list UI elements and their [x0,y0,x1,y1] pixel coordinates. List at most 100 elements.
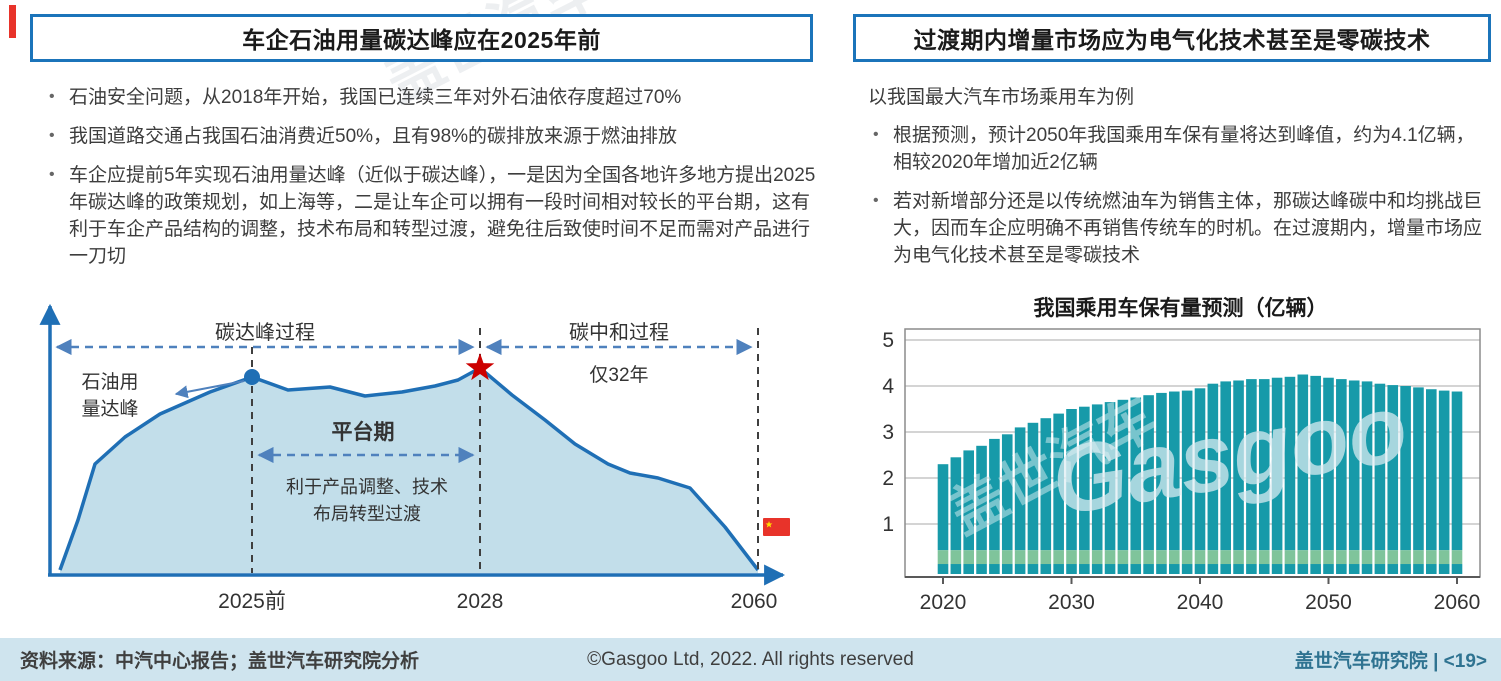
x-tick-label: 2030 [1048,591,1095,614]
bar-segment-bottom [1001,564,1013,574]
x-tick-label: 2020 [920,591,967,614]
bar-segment-base [989,550,1000,565]
bar-segment-base [1181,550,1193,565]
bar-segment-base [1194,550,1206,565]
bar-segment-top [1220,381,1231,551]
y-tick-label: 2 [882,467,894,490]
bar-segment-top [1040,418,1052,551]
bar-segment-bottom [976,564,987,574]
footer-org-page: 盖世汽车研究院 | <19> [1294,651,1487,672]
bar-segment-bottom [1374,564,1386,574]
bar-segment-base [1040,550,1052,565]
bar-segment-bottom [1413,564,1424,574]
bar-segment-bottom [1258,564,1270,574]
bar-segment-base [1361,550,1373,565]
bar-segment-top [1053,413,1064,551]
right-panel-title-box: 过渡期内增量市场应为电气化技术甚至是零碳技术 [853,14,1491,62]
bar-segment-top [1400,386,1411,551]
y-tick-label: 4 [882,375,894,398]
bar-segment-base [1336,550,1347,565]
bullet-item: 我国道路交通占我国石油消费近50%，且有98%的碳排放来源于燃油排放 [42,122,820,150]
bar-segment-base [1426,550,1437,565]
bar-segment-bottom [1233,564,1244,574]
right-intro-line: 以我国最大汽车市场乘用车为例 [868,87,1135,108]
peak-dot-icon [244,369,260,385]
label-plateau-note-1: 利于产品调整、技术 [286,477,448,497]
bar-segment-bottom [1066,564,1077,574]
bar-segment-top [1169,391,1180,551]
bar-segment-base [1117,550,1129,565]
bar-segment-base [1413,550,1424,565]
bar-segment-top [1156,392,1167,551]
bar-segment-bottom [1014,564,1026,574]
bars [937,374,1463,574]
left-panel-title-box: 车企石油用量碳达峰应在2025年前 [30,14,813,62]
bar-segment-base [1169,550,1180,565]
bar-segment-top [1271,377,1283,551]
bar-segment-base [1156,550,1167,565]
bar-segment-bottom [1348,564,1360,574]
bar-segment-top [1413,387,1424,551]
bar-segment-base [1400,550,1411,565]
bar-segment-top [1246,379,1257,551]
right-text-block: 以我国最大汽车市场乘用车为例 根据预测，预计2050年我国乘用车保有量将达到峰值… [866,84,1492,281]
bar-segment-top [1438,390,1450,551]
bar-segment-base [1323,550,1334,565]
bar-segment-top [1130,397,1142,551]
bar-segment-bottom [937,564,949,574]
label-carbon-peak-process: 碳达峰过程 [215,321,315,344]
bar-segment-top [1336,379,1347,551]
bar-segment-base [937,550,949,565]
bar-segment-top [1104,402,1116,551]
bar-segment-base [1220,550,1231,565]
bar-segment-base [1451,550,1463,565]
bar-segment-top [963,450,974,551]
bar-segment-bottom [1400,564,1411,574]
bar-segment-base [1104,550,1116,565]
footer-copyright: ©Gasgoo Ltd, 2022. All rights reserved [587,648,914,670]
bar-segment-top [1361,381,1373,551]
bar-segment-base [1207,550,1219,565]
bar-segment-bottom [1207,564,1219,574]
y-tick-label: 3 [882,421,894,444]
bar-segment-bottom [1271,564,1283,574]
bar-segment-bottom [1323,564,1334,574]
bar-segment-bottom [963,564,974,574]
label-oil-peak-line1: 石油用 [81,371,138,393]
bar-segment-base [1438,550,1450,565]
bar-segment-top [1258,379,1270,551]
bar-segment-bottom [1336,564,1347,574]
oil-usage-diagram: 碳达峰过程 碳中和过程 仅32年 石油用 量达峰 平台期 利于产品调整、技术 布… [39,303,790,613]
bar-segment-base [1271,550,1283,565]
bar-segment-base [1079,550,1090,565]
x-tick-2028: 2028 [457,590,504,613]
bar-segment-top [1207,383,1219,551]
bullet-item: 车企应提前5年实现石油用量达峰（近似于碳达峰），一是因为全国各地许多地方提出20… [42,161,820,270]
bar-segment-bottom [1451,564,1463,574]
right-panel-title: 过渡期内增量市场应为电气化技术甚至是零碳技术 [913,27,1431,53]
bar-segment-bottom [989,564,1000,574]
bar-segment-top [1451,391,1463,551]
bullet-item: 石油安全问题，从2018年开始，我国已连续三年对外石油依存度超过70% [42,83,820,111]
bar-segment-base [1014,550,1026,565]
bar-segment-top [1091,404,1103,551]
bar-segment-top [1297,374,1309,551]
bar-segment-bottom [1040,564,1052,574]
bar-segment-top [1194,388,1206,551]
bar-segment-top [1348,380,1360,551]
bar-segment-bottom [1438,564,1450,574]
bar-segment-top [1117,399,1129,551]
left-panel-title: 车企石油用量碳达峰应在2025年前 [242,27,601,53]
bar-segment-bottom [1091,564,1103,574]
bar-segment-top [1027,422,1039,551]
bar-segment-top [937,464,949,551]
bar-segment-bottom [1181,564,1193,574]
bar-segment-base [1258,550,1270,565]
bar-segment-base [1233,550,1244,565]
y-axis-labels: 1 2 3 4 5 [882,329,894,536]
oil-usage-area-fill [60,368,758,573]
x-tick-label: 2040 [1177,591,1224,614]
y-tick-label: 1 [882,513,894,536]
bar-segment-base [950,550,962,565]
